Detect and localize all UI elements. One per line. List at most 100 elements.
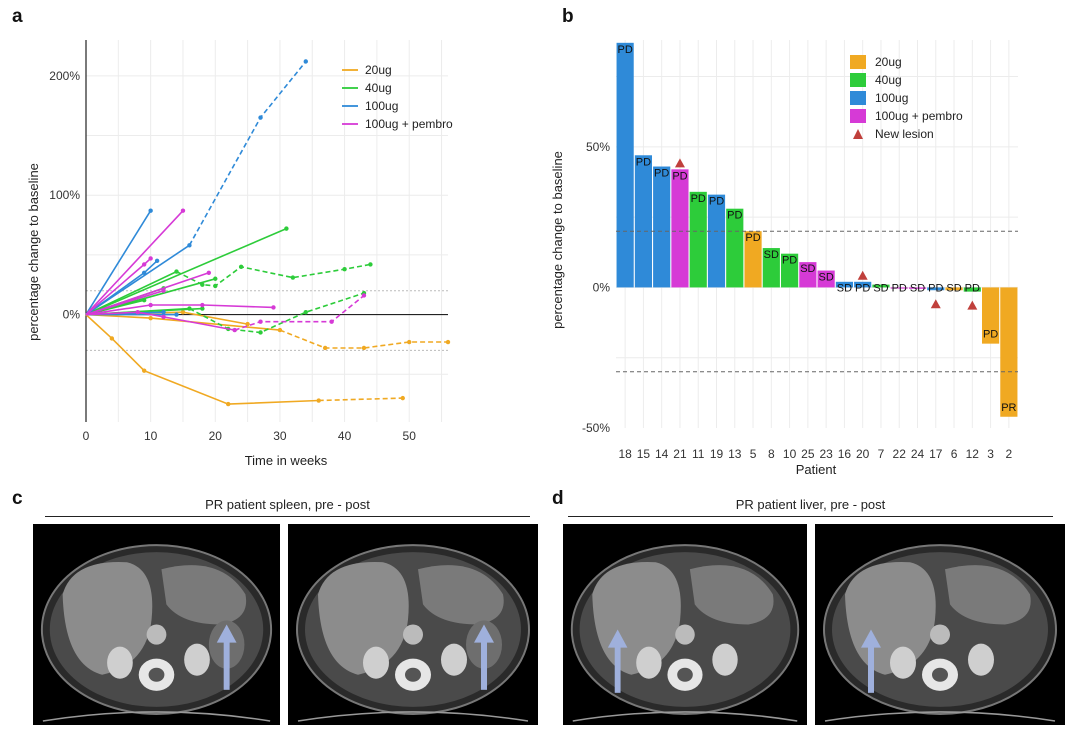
data-point — [284, 226, 289, 231]
chart-b-legend: 20ug 40ug 100ug 100ug + pembro New lesion — [850, 55, 963, 141]
bar — [799, 262, 817, 288]
series-line-solid — [85, 289, 164, 316]
chart-a-axes: 0% 100% 200% 0 10 20 30 40 50 — [49, 40, 448, 443]
new-lesion-marker — [930, 299, 941, 309]
y-tick-label: 0% — [63, 308, 81, 322]
series-line-solid — [85, 210, 184, 316]
bar-response-label: PD — [745, 232, 760, 244]
legend-swatch — [850, 91, 866, 105]
bar — [982, 287, 1000, 344]
x-tick-label: 20 — [856, 447, 870, 461]
x-tick-label: 13 — [728, 447, 742, 461]
data-point — [258, 330, 263, 335]
legend-swatch — [850, 109, 866, 123]
arrow-icon — [474, 624, 494, 643]
bar-response-label: PD — [928, 282, 943, 294]
ct-d-title: PR patient liver, pre - post — [735, 497, 886, 512]
x-tick-label: 40 — [338, 429, 352, 443]
chart-a-ylabel: percentage change to baseline — [26, 163, 41, 341]
y-tick-label: 50% — [586, 140, 610, 154]
arrow-icon — [216, 624, 237, 643]
panel-letter-b: b — [562, 6, 574, 27]
chart-a-series — [85, 59, 451, 407]
arrow-icon — [861, 629, 881, 648]
ct-spinal-canal — [405, 667, 421, 682]
ct-c-rule — [45, 516, 530, 517]
bar-response-label: SD — [910, 282, 925, 294]
arrow-icon — [223, 639, 230, 690]
series-line-solid — [85, 210, 152, 316]
bar — [653, 166, 671, 288]
new-lesion-marker — [674, 158, 685, 168]
x-tick-label: 50 — [403, 429, 417, 443]
ct-liver — [62, 561, 153, 675]
bar — [707, 194, 726, 288]
x-tick-label: 20 — [209, 429, 223, 443]
arrow-icon — [481, 639, 487, 690]
bar — [689, 191, 707, 288]
bar — [927, 287, 945, 291]
data-point — [148, 208, 153, 213]
bar — [781, 253, 799, 288]
bar-response-label: SD — [873, 282, 888, 294]
ct-spinal-canal — [677, 667, 693, 682]
x-tick-label: 7 — [878, 447, 885, 461]
bar-response-label: PR — [1001, 402, 1016, 414]
chart-a-grid — [86, 40, 448, 422]
legend-label: 100ug + pembro — [365, 117, 453, 131]
ct-c-title: PR patient spleen, pre - post — [205, 497, 370, 512]
ct-stomach — [689, 565, 774, 625]
legend-label: New lesion — [875, 127, 934, 141]
data-point — [135, 309, 140, 315]
ct-kidney-right — [890, 646, 916, 679]
x-tick-label: 24 — [911, 447, 925, 461]
series-line-solid — [85, 311, 235, 331]
data-point — [161, 309, 166, 315]
bar — [817, 270, 835, 288]
data-point — [141, 270, 147, 275]
data-point — [200, 302, 205, 308]
ct-kidney-left — [968, 643, 994, 676]
data-point — [200, 282, 205, 287]
panel-letter-c: c — [12, 488, 23, 509]
series-line-solid — [85, 304, 274, 316]
x-tick-label: 25 — [801, 447, 815, 461]
series-line-solid — [85, 270, 177, 316]
legend-label: 100ug — [365, 99, 398, 113]
x-tick-label: 0 — [83, 429, 90, 443]
new-lesion-marker — [967, 300, 978, 310]
ct-aorta — [675, 624, 695, 645]
bar — [762, 248, 780, 288]
bar — [854, 281, 872, 288]
bar — [744, 231, 762, 288]
data-point — [200, 306, 205, 311]
bar-response-label: PD — [727, 210, 742, 222]
data-point — [245, 321, 250, 327]
bar-response-label: SD — [800, 263, 815, 275]
x-tick-label: 22 — [893, 447, 907, 461]
data-point — [148, 302, 153, 308]
bar-response-label: PD — [709, 196, 724, 208]
bar-response-label: PD — [965, 282, 980, 294]
legend-label: 100ug + pembro — [875, 109, 963, 123]
data-point — [141, 368, 147, 373]
chart-b-thresholds — [616, 230, 1018, 373]
bar-response-label: SD — [837, 282, 852, 294]
data-point — [148, 256, 153, 261]
series-line-solid — [85, 314, 319, 405]
series-line-dashed — [318, 397, 403, 402]
x-tick-label: 30 — [273, 429, 287, 443]
chart-b-axes: -50% 0% 50% — [582, 140, 610, 435]
x-tick-label: 10 — [783, 447, 797, 461]
x-tick-label: 19 — [710, 447, 724, 461]
data-point — [109, 336, 115, 341]
ct-kidney-left — [712, 643, 738, 676]
bar — [908, 287, 927, 289]
x-tick-label: 10 — [144, 429, 158, 443]
bar-response-label: PD — [636, 156, 651, 168]
data-point — [407, 339, 412, 345]
data-point — [368, 262, 373, 267]
legend-label: 40ug — [365, 81, 392, 95]
data-point — [174, 269, 179, 274]
bar-response-label: SD — [764, 249, 779, 261]
